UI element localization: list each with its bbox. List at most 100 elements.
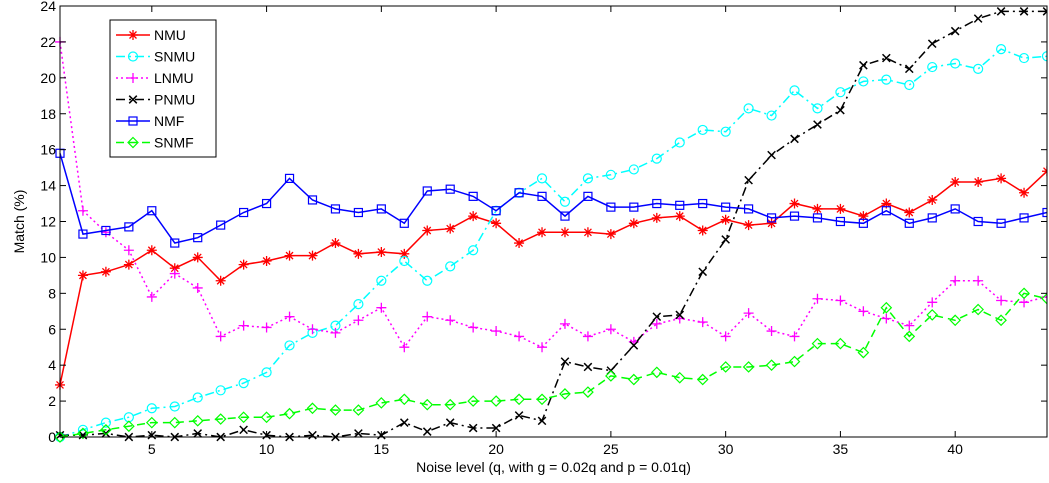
data-point-marker [697, 124, 708, 136]
data-point-marker [719, 361, 732, 373]
data-point-marker [445, 184, 455, 194]
y-tick-label: 20 [40, 70, 56, 86]
data-point-marker [720, 126, 731, 137]
x-tick-label: 40 [947, 441, 963, 457]
data-point-marker [146, 245, 157, 256]
data-point-marker [284, 340, 295, 351]
data-point-marker [239, 425, 248, 435]
data-point-marker [629, 202, 639, 212]
data-point-marker [903, 330, 916, 343]
data-point-marker [904, 218, 914, 228]
data-point-marker [674, 211, 685, 222]
data-point-marker [422, 275, 433, 286]
data-point-marker [973, 176, 984, 187]
data-point-marker [421, 398, 434, 411]
legend-label: SNMF [154, 135, 194, 151]
data-point-marker [560, 211, 570, 221]
data-point-marker [128, 30, 138, 40]
data-point-marker [559, 227, 570, 238]
data-point-marker [261, 322, 272, 333]
data-point-marker [100, 417, 112, 428]
legend-item-pnmu: PNMU [116, 92, 195, 108]
data-point-marker [996, 173, 1007, 184]
data-point-marker [214, 413, 227, 425]
data-point-marker [973, 275, 984, 286]
x-tick-label: 20 [488, 441, 504, 457]
legend-item-snmf: SNMF [116, 135, 194, 151]
legend-label: SNMU [154, 49, 195, 65]
data-point-marker [697, 317, 708, 328]
data-point-marker [283, 407, 296, 420]
data-point-marker [996, 7, 1006, 16]
data-point-marker [675, 310, 685, 320]
data-point-marker [606, 202, 616, 212]
legend-item-nmf: NMF [116, 113, 184, 129]
data-point-marker [996, 218, 1006, 228]
data-point-marker [812, 103, 823, 114]
data-point-marker [330, 327, 341, 338]
data-point-marker [880, 301, 893, 314]
data-point-marker [834, 337, 847, 350]
legend: NMU SNMU LNMU PNMU NMF SNMF [109, 19, 217, 158]
data-point-marker [77, 205, 88, 216]
data-point-marker [721, 202, 731, 212]
data-point-marker [926, 309, 939, 321]
data-point-marker [836, 105, 845, 115]
data-point-marker [490, 395, 502, 407]
data-point-marker [78, 229, 88, 239]
data-point-marker [376, 247, 387, 258]
data-point-marker [789, 331, 800, 342]
data-point-marker [720, 214, 731, 225]
data-point-marker [927, 194, 938, 205]
data-point-marker [537, 191, 547, 201]
data-point-marker [720, 331, 731, 342]
data-point-marker [1019, 187, 1030, 198]
data-point-marker [215, 331, 226, 342]
data-point-marker [696, 373, 709, 386]
data-point-marker [307, 250, 318, 261]
data-point-marker [444, 398, 457, 411]
data-point-marker [353, 207, 363, 218]
data-point-marker [559, 388, 571, 400]
data-point-marker [170, 238, 180, 248]
data-point-marker [239, 207, 249, 218]
data-point-marker [995, 314, 1007, 327]
x-tick-label: 35 [833, 441, 849, 457]
data-point-marker [353, 299, 364, 310]
data-point-marker [124, 222, 134, 232]
data-point-marker [650, 366, 663, 379]
data-point-marker [261, 198, 272, 209]
data-point-marker [491, 423, 501, 433]
data-point-marker [583, 362, 593, 372]
data-point-marker [1041, 292, 1047, 305]
data-point-marker [582, 331, 593, 342]
series-line-snmf [59, 292, 1047, 438]
data-point-marker [629, 341, 639, 350]
data-point-marker [536, 393, 548, 406]
y-tick-label: 4 [48, 357, 56, 373]
data-point-marker [78, 430, 88, 440]
legend-label: PNMU [154, 92, 195, 108]
data-point-marker [674, 137, 685, 148]
data-point-marker [583, 191, 593, 201]
data-point-marker [376, 275, 387, 286]
data-point-marker [858, 76, 869, 87]
data-point-marker [352, 404, 365, 416]
data-point-marker [376, 204, 386, 214]
data-point-marker [859, 60, 868, 70]
data-point-marker [169, 268, 180, 279]
data-point-marker [812, 203, 823, 214]
data-point-marker [858, 211, 869, 222]
data-point-marker [398, 393, 411, 406]
data-point-marker [375, 397, 388, 409]
data-point-marker [973, 14, 983, 23]
legend-label: NMF [154, 113, 184, 129]
legend-label: NMU [154, 27, 186, 43]
data-point-marker [972, 303, 984, 316]
data-point-marker [766, 218, 777, 229]
data-point-marker [422, 311, 433, 322]
data-point-marker [904, 320, 915, 331]
data-point-marker [307, 324, 318, 335]
x-tick-label: 5 [148, 441, 156, 457]
data-point-marker [627, 373, 640, 386]
